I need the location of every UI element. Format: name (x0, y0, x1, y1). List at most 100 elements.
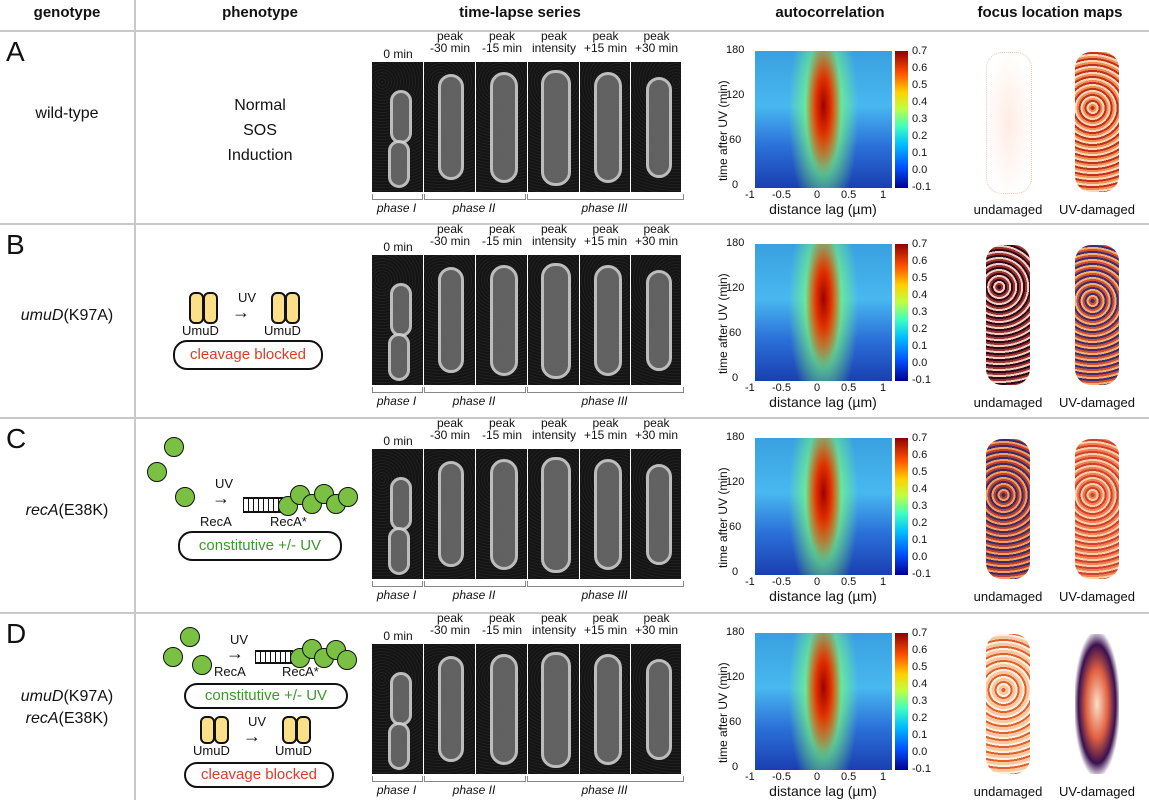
y-tick: 60 (729, 716, 742, 728)
frame-label: peak -15 min (476, 417, 528, 441)
frame-label: 0 min (372, 241, 424, 253)
reca-label: RecA (214, 664, 246, 679)
frame-label-text: peak +30 min (634, 611, 679, 637)
umud-label: UmuD (182, 323, 219, 338)
frame-label: peak +15 min (580, 417, 631, 441)
focus-label-uv-damaged: UV-damaged (1059, 395, 1135, 410)
colorbar-tick: 0.1 (912, 534, 928, 546)
colorbar-tick: 0.2 (912, 517, 928, 529)
focus-label-uv-damaged: UV-damaged (1059, 589, 1135, 604)
divider (0, 223, 1149, 225)
bacterium-cell (388, 722, 410, 770)
arrow-icon: → (232, 302, 250, 322)
frame-label-text: peak +15 min (583, 29, 628, 55)
arrow-icon: → (243, 726, 261, 746)
timelapse-frame (580, 255, 631, 385)
bacterium-cell (646, 464, 672, 565)
bacterium-cell (490, 72, 518, 183)
x-tick: 0 (814, 771, 821, 783)
frame-label: peak intensity (528, 417, 580, 441)
umud-dimer-icon (282, 716, 297, 744)
focus-map-uv-damaged (1075, 439, 1119, 579)
colorbar-tick: 0.4 (912, 678, 928, 690)
reca-monomer-icon (163, 647, 183, 667)
colorbar (895, 438, 908, 575)
timelapse-frame (476, 255, 528, 385)
x-tick: -0.5 (772, 382, 791, 394)
timelapse-frame (580, 62, 631, 192)
phase-label: phase I (376, 394, 417, 408)
timelapse-frame (631, 62, 682, 192)
frame-label: peak intensity (528, 612, 580, 636)
colorbar (895, 51, 908, 188)
bacterium-cell (388, 140, 410, 188)
umud-dimer-icon (296, 716, 311, 744)
row-letter-a: A (6, 36, 25, 67)
bacterium-cell (438, 267, 464, 373)
frame-label: peak -15 min (476, 30, 528, 54)
frame-label-text: peak intensity (531, 222, 577, 248)
bacterium-cell (490, 654, 518, 765)
frame-label: peak -30 min (424, 30, 476, 54)
colorbar-tick: 0.2 (912, 712, 928, 724)
phase-label: phase III (581, 394, 628, 408)
frame-label-text: peak +30 min (634, 416, 679, 442)
timelapse-frame (372, 255, 424, 385)
colorbar-tick: 0.7 (912, 627, 928, 639)
frame-label-text: peak +30 min (634, 222, 679, 248)
genotype-d: umuD(K97A) recA(E38K) (20, 688, 114, 727)
bacterium-cell (594, 459, 622, 570)
frame-label: peak +15 min (580, 30, 631, 54)
y-tick: 180 (726, 237, 745, 249)
phenotype-a: Normal SOS Induction (227, 97, 293, 164)
x-tick: -1 (745, 382, 755, 394)
umud-dimer-icon (203, 292, 218, 324)
phase-bracket (424, 776, 526, 782)
uv-label: UV (230, 632, 249, 647)
y-tick: 120 (726, 476, 745, 488)
x-tick: 1 (880, 771, 887, 783)
y-axis-label: time after UV (min) (716, 662, 730, 763)
focus-map-undamaged (986, 634, 1030, 774)
umud-label: UmuD (193, 743, 230, 758)
timelapse-frame (372, 449, 424, 579)
timelapse-frame (476, 644, 528, 774)
phase-label: phase I (376, 588, 417, 602)
reca-monomer-icon (175, 487, 195, 507)
x-tick: -1 (745, 576, 755, 588)
colorbar-tick: 0.5 (912, 466, 928, 478)
y-tick: 180 (726, 626, 745, 638)
frame-label: peak intensity (528, 223, 580, 247)
colorbar-tick: 0.4 (912, 96, 928, 108)
frame-label: peak +30 min (631, 417, 682, 441)
bacterium-cell (490, 265, 518, 376)
reca-filament-icon (338, 487, 358, 507)
colorbar (895, 633, 908, 770)
uv-label: UV (248, 714, 267, 729)
bacterium-cell (390, 90, 412, 144)
bacterium-cell (438, 461, 464, 567)
phase-bracket (372, 776, 423, 782)
focus-map-undamaged (986, 52, 1032, 194)
colorbar-tick: 0.0 (912, 164, 928, 176)
row-letter-b: B (6, 229, 25, 260)
focus-label-undamaged: undamaged (973, 589, 1043, 604)
bacterium-cell (388, 333, 410, 381)
bacterium-cell (438, 74, 464, 180)
umud-dimer-icon (214, 716, 229, 744)
phase-label: phase II (452, 588, 496, 602)
colorbar-tick: -0.1 (912, 181, 931, 193)
colorbar-tick: 0.0 (912, 551, 928, 563)
phase-bracket (527, 776, 684, 782)
colorbar-tick: 0.7 (912, 238, 928, 250)
timelapse-frame (528, 644, 580, 774)
phase-bracket (424, 387, 526, 393)
frame-label: 0 min (372, 48, 424, 60)
y-tick: 180 (726, 44, 745, 56)
timelapse-frame (424, 62, 476, 192)
frame-label-text: peak intensity (531, 416, 577, 442)
frame-label-text: 0 min (383, 240, 413, 254)
autocorrelation-heatmap (755, 438, 892, 575)
colorbar-tick: 0.5 (912, 79, 928, 91)
colorbar-tick: 0.1 (912, 147, 928, 159)
